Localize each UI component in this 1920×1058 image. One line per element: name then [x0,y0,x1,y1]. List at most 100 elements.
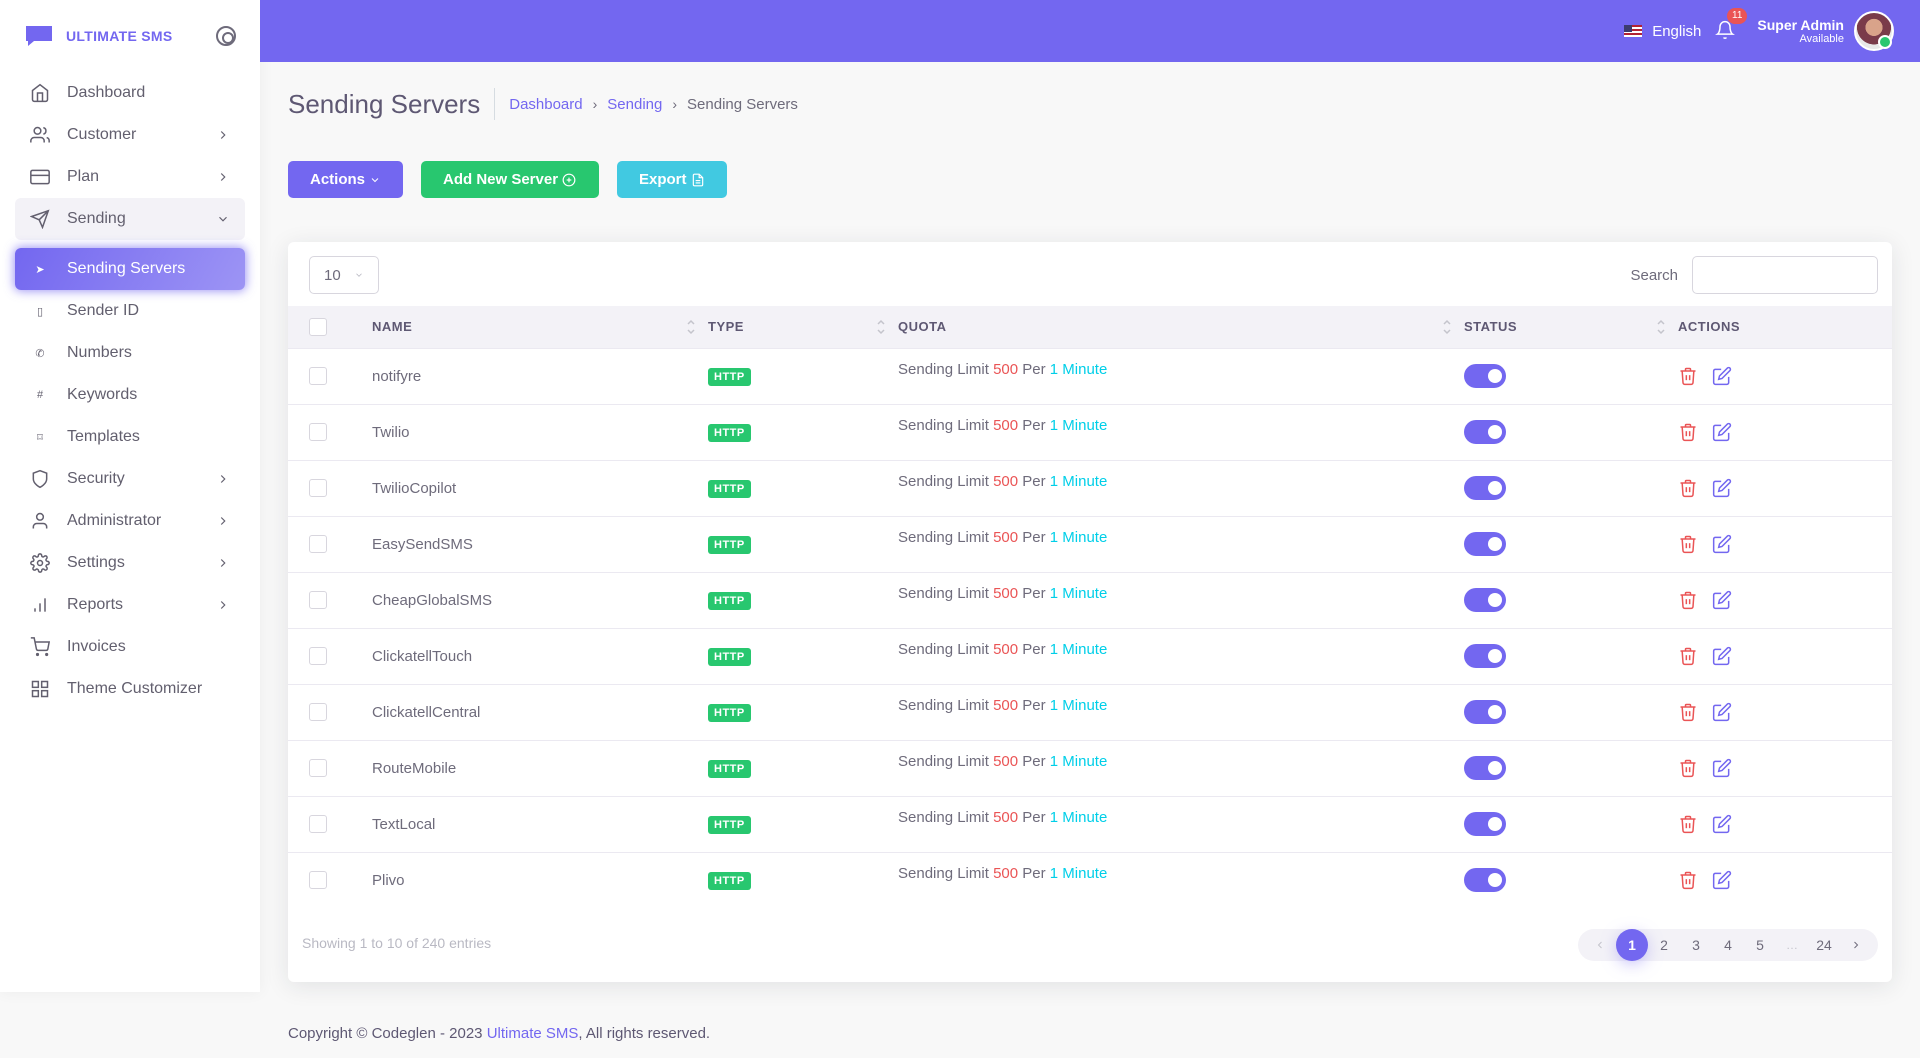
table-row: CheapGlobalSMS HTTP Sending Limit 500 Per … [288,571,1892,628]
sidebar-item-customer[interactable]: Customer [15,114,245,156]
trash-icon[interactable] [1678,646,1698,666]
type-badge: HTTP [708,703,751,722]
user-menu[interactable]: Super Admin Available [1757,17,1844,45]
sort-icon[interactable] [686,317,696,337]
sidebar-item-plan[interactable]: Plan [15,156,245,198]
trash-icon[interactable] [1678,758,1698,778]
breadcrumb-dashboard[interactable]: Dashboard [509,95,583,113]
edit-icon[interactable] [1712,870,1732,890]
status-toggle[interactable] [1464,420,1506,444]
quota-value: 500 [993,416,1019,434]
trash-icon[interactable] [1678,366,1698,386]
sidebar-item-label: Administrator [67,512,162,529]
row-checkbox[interactable] [309,423,327,441]
row-checkbox[interactable] [309,815,327,833]
sidebar-item-sending[interactable]: Sending [15,198,245,240]
row-checkbox[interactable] [309,535,327,553]
row-checkbox[interactable] [309,703,327,721]
quota-prefix: Sending Limit [898,864,989,882]
status-toggle[interactable] [1464,588,1506,612]
row-checkbox[interactable] [309,591,327,609]
status-toggle[interactable] [1464,756,1506,780]
export-button[interactable]: Export [617,161,727,198]
column-header-type[interactable]: TYPE [708,306,898,348]
edit-icon[interactable] [1712,422,1732,442]
pagination-next-icon[interactable] [1840,929,1872,961]
sidebar-subitem-sender-id[interactable]: ▯ Sender ID [15,290,245,332]
status-toggle[interactable] [1464,644,1506,668]
page-length-select[interactable]: 10 [309,256,379,294]
edit-icon[interactable] [1712,534,1732,554]
column-header-name[interactable]: NAME [372,306,708,348]
edit-icon[interactable] [1712,758,1732,778]
footer-link[interactable]: Ultimate SMS [486,1025,579,1042]
status-toggle[interactable] [1464,700,1506,724]
pagination-page[interactable]: 3 [1692,937,1700,953]
row-checkbox[interactable] [309,759,327,777]
trash-icon[interactable] [1678,534,1698,554]
row-checkbox[interactable] [309,479,327,497]
row-checkbox[interactable] [309,871,327,890]
trash-icon[interactable] [1678,422,1698,442]
bell-icon [1715,20,1736,40]
select-all-checkbox[interactable] [309,317,327,336]
sidebar-item-reports[interactable]: Reports [15,584,245,626]
row-checkbox[interactable] [309,367,327,385]
actions-dropdown-button[interactable]: Actions [288,161,403,198]
sidebar-subitem-templates[interactable]: ⌑ Templates [15,416,245,458]
pagination-page[interactable]: 4 [1724,937,1732,953]
sort-icon[interactable] [1656,317,1666,337]
chat-logo-icon[interactable] [24,24,54,48]
status-toggle[interactable] [1464,532,1506,556]
status-toggle[interactable] [1464,812,1506,836]
add-new-server-button[interactable]: Add New Server [421,161,599,198]
notifications-button[interactable]: 11 [1715,8,1748,42]
sidebar-subitem-numbers[interactable]: ✆ Numbers [15,332,245,374]
edit-icon[interactable] [1712,366,1732,386]
sidebar-subitem-keywords[interactable]: # Keywords [15,374,245,416]
edit-icon[interactable] [1712,814,1732,834]
sidebar-item-settings[interactable]: Settings [15,542,245,584]
row-checkbox[interactable] [309,647,327,665]
pagination-page[interactable]: 5 [1756,937,1764,953]
sidebar-item-security[interactable]: Security [15,458,245,500]
quota-text: Sending Limit 500 Per 1 Minute [898,529,1107,546]
trash-icon[interactable] [1678,870,1698,890]
pagination-page[interactable]: 1 [1616,929,1648,961]
pagination-page[interactable]: 2 [1660,937,1668,953]
trash-icon[interactable] [1678,478,1698,498]
sidebar-item-dashboard[interactable]: Dashboard [15,72,245,114]
edit-icon[interactable] [1712,590,1732,610]
trash-icon[interactable] [1678,814,1698,834]
sidebar-item-theme-customizer[interactable]: Theme Customizer [15,668,245,710]
edit-icon[interactable] [1712,478,1732,498]
status-toggle[interactable] [1464,476,1506,500]
footer-suffix: , All rights reserved. [578,1025,711,1042]
pagination-prev-icon[interactable] [1584,929,1616,961]
pagination-page[interactable]: 24 [1816,937,1832,953]
breadcrumb-sending[interactable]: Sending [607,95,663,113]
status-toggle[interactable] [1464,868,1506,893]
sort-icon[interactable] [1442,317,1452,337]
search-label: Search [1630,266,1678,284]
type-badge: HTTP [708,479,751,498]
column-header-quota[interactable]: QUOTA [898,306,1464,348]
sidebar-collapse-toggle-icon[interactable] [216,26,236,46]
trash-icon[interactable] [1678,590,1698,610]
column-header-status[interactable]: STATUS [1464,306,1678,348]
sidebar-item-label: Numbers [67,344,132,361]
sort-icon[interactable] [876,317,886,337]
quota-text: Sending Limit 500 Per 1 Minute [898,809,1107,826]
trash-icon[interactable] [1678,702,1698,722]
sidebar-subitem-sending-servers[interactable]: ➤ Sending Servers [15,248,245,290]
chevron-right-icon [216,556,230,570]
search-input[interactable] [1692,256,1878,294]
edit-icon[interactable] [1712,646,1732,666]
status-toggle[interactable] [1464,364,1506,388]
sidebar-item-administrator[interactable]: Administrator [15,500,245,542]
edit-icon[interactable] [1712,702,1732,722]
brand-name[interactable]: ULTIMATE SMS [66,28,173,44]
avatar[interactable] [1854,11,1894,51]
sidebar-item-invoices[interactable]: Invoices [15,626,245,668]
language-switcher[interactable]: English [1624,23,1701,40]
